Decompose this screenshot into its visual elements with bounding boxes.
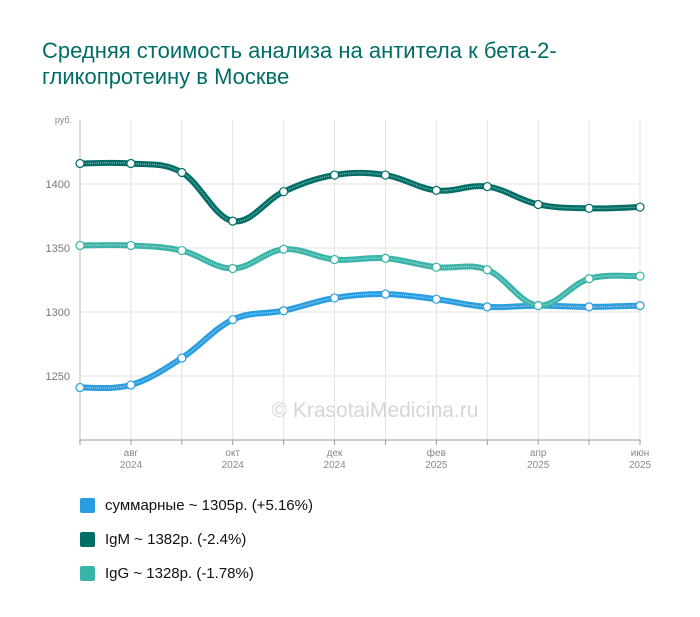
legend-item-igm[interactable]: IgM ~ 1382р. (-2.4%) [80,522,313,556]
series-point-1 [635,202,645,212]
series-point-0 [431,294,441,304]
series-point-2 [533,301,543,311]
y-tick-label: 1300 [46,307,70,319]
x-tick-label-month: окт [225,448,240,459]
x-tick-label-month: июн [631,448,650,459]
series-line-1 [77,159,643,225]
legend-label-igg: IgG ~ 1328р. (-1.78%) [105,564,254,582]
x-tick-label-year: 2024 [222,460,245,471]
series-point-0 [126,380,136,390]
x-tick-label-month: дек [327,448,343,459]
x-tick-label-year: 2025 [425,460,448,471]
series-point-0 [584,302,594,312]
series-point-0 [177,353,187,363]
x-tick-label-year: 2024 [323,460,346,471]
series-point-1 [380,170,391,180]
chart-legend: суммарные ~ 1305р. (+5.16%) IgM ~ 1382р.… [80,488,313,590]
series-point-2 [584,274,594,284]
series-point-1 [279,187,289,197]
legend-item-igg[interactable]: IgG ~ 1328р. (-1.78%) [80,556,313,590]
y-tick-label: 1350 [46,243,70,255]
x-tick-label-year: 2024 [120,460,143,471]
watermark: © KrasotaiMedicina.ru [272,399,479,422]
series-point-1 [177,167,187,178]
series-point-2 [431,262,441,272]
series-point-0 [75,382,85,393]
legend-swatch-igm [80,531,95,547]
series-point-2 [177,245,187,256]
x-tick-label-month: апр [530,448,547,459]
series-point-0 [228,315,238,325]
x-tick-label-year: 2025 [527,460,550,471]
series-point-0 [482,302,492,312]
series-line-highlight-2 [79,244,641,307]
y-axis-unit: руб. [55,115,72,125]
legend-swatch-igg [80,565,95,581]
series-point-0 [635,301,645,311]
series-point-1 [329,170,340,180]
series-point-2 [635,271,645,281]
series-point-1 [228,216,238,226]
series-point-0 [329,293,340,303]
series-point-2 [126,240,136,251]
series-point-2 [380,253,391,263]
legend-swatch-total [80,497,95,513]
legend-label-igm: IgM ~ 1382р. (-2.4%) [105,530,247,548]
series-line-0 [77,291,643,392]
legend-item-total[interactable]: суммарные ~ 1305р. (+5.16%) [80,488,313,522]
series-point-2 [482,265,492,275]
series-point-1 [482,181,492,192]
y-tick-label: 1250 [46,371,70,383]
chart-title: Средняя стоимость анализа на антитела к … [42,38,557,89]
x-tick-label-month: авг [124,448,139,459]
series-point-2 [329,254,340,265]
series-point-1 [126,158,136,169]
legend-label-total: суммарные ~ 1305р. (+5.16%) [105,496,313,514]
series-point-1 [584,203,594,213]
series-point-0 [279,306,289,316]
series-point-2 [75,240,85,251]
x-tick-label-month: фев [427,447,446,459]
y-tick-label: 1400 [46,179,70,191]
series-point-0 [380,289,391,299]
series-point-2 [228,263,238,274]
series-point-1 [75,158,85,169]
series-point-1 [533,199,543,210]
x-tick-label-year: 2025 [629,460,652,471]
series-point-1 [431,185,441,195]
series-point-2 [279,244,289,254]
